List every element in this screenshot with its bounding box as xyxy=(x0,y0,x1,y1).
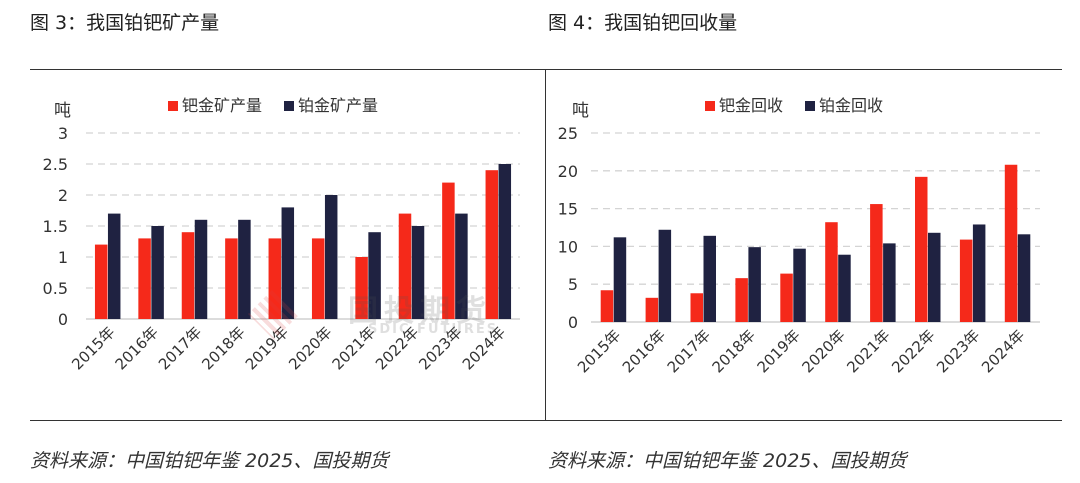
x-tick-label: 2022年 xyxy=(372,323,422,373)
x-tick-label: 2016年 xyxy=(619,326,669,376)
x-tick-label: 2017年 xyxy=(155,323,205,373)
legend-label: 钯金矿产量 xyxy=(182,96,262,115)
bar-platinum xyxy=(972,224,986,322)
y-tick-label: 0 xyxy=(568,313,578,332)
x-tick-label: 2015年 xyxy=(68,323,118,373)
bar-platinum xyxy=(281,207,295,319)
bar-palladium xyxy=(94,244,108,319)
bar-platinum xyxy=(928,232,941,322)
y-tick-label: 1.5 xyxy=(43,217,68,236)
bar-palladium xyxy=(268,238,282,319)
bar-palladium xyxy=(398,213,412,319)
bar-platinum xyxy=(613,237,627,322)
figure-4-source: 资料来源：中国铂钯年鉴 2025、国投期货 xyxy=(548,450,907,472)
legend-label: 铂金矿产量 xyxy=(298,96,378,115)
bar-platinum xyxy=(838,254,851,322)
bar-palladium xyxy=(311,238,325,319)
bar-palladium xyxy=(735,278,748,322)
y-tick-label: 10 xyxy=(558,237,578,256)
bar-palladium xyxy=(870,204,883,322)
legend-label: 钯金回收 xyxy=(719,96,783,115)
y-tick-label: 0 xyxy=(58,310,68,329)
bottom-rule xyxy=(30,420,1062,421)
x-tick-label: 2023年 xyxy=(933,326,983,376)
bar-palladium xyxy=(138,238,151,319)
bar-platinum xyxy=(107,213,121,319)
legend-swatch xyxy=(284,101,294,111)
y-tick-label: 2.5 xyxy=(43,155,68,174)
x-tick-label: 2021年 xyxy=(843,326,893,376)
x-tick-label: 2018年 xyxy=(709,326,759,376)
y-tick-label: 2 xyxy=(58,186,68,205)
bar-palladium xyxy=(959,239,973,322)
bar-platinum xyxy=(498,164,512,319)
x-tick-label: 2024年 xyxy=(978,326,1028,376)
bar-platinum xyxy=(411,226,425,319)
bar-platinum xyxy=(658,229,672,322)
bar-platinum xyxy=(748,247,761,322)
bar-palladium xyxy=(600,290,614,322)
bar-palladium xyxy=(825,222,838,322)
x-tick-label: 2021年 xyxy=(329,323,379,373)
y-tick-label: 15 xyxy=(558,200,578,219)
x-tick-label: 2018年 xyxy=(198,323,248,373)
bar-platinum xyxy=(793,248,806,322)
y-tick-label: 20 xyxy=(558,162,578,181)
x-tick-label: 2019年 xyxy=(754,326,804,376)
bar-palladium xyxy=(645,297,659,322)
top-rule xyxy=(30,69,1062,70)
x-tick-label: 2019年 xyxy=(242,323,292,373)
x-tick-label: 2020年 xyxy=(285,323,335,373)
panel-divider xyxy=(545,69,546,420)
bar-palladium xyxy=(780,273,793,322)
x-tick-label: 2022年 xyxy=(888,326,938,376)
bar-platinum xyxy=(1017,234,1031,322)
y-tick-label: 3 xyxy=(58,124,68,143)
y-axis-unit-label: 吨 xyxy=(54,101,71,121)
bar-palladium xyxy=(690,293,703,322)
figure-3-source: 资料来源：中国铂钯年鉴 2025、国投期货 xyxy=(30,450,389,472)
bar-palladium xyxy=(225,238,238,319)
x-tick-label: 2015年 xyxy=(574,326,624,376)
y-axis-unit-label: 吨 xyxy=(572,101,589,121)
legend-label: 铂金回收 xyxy=(819,96,883,115)
bar-palladium xyxy=(181,232,195,319)
bar-palladium xyxy=(485,170,499,319)
bar-platinum xyxy=(703,235,716,322)
y-tick-label: 5 xyxy=(568,275,578,294)
bar-platinum xyxy=(151,226,164,319)
y-tick-label: 0.5 xyxy=(43,279,68,298)
legend-swatch xyxy=(805,101,815,111)
y-tick-label: 1 xyxy=(58,248,68,267)
y-tick-label: 25 xyxy=(558,124,578,143)
figure-4-title: 图 4：我国铂钯回收量 xyxy=(548,12,738,34)
bar-platinum xyxy=(194,219,208,319)
bar-palladium xyxy=(1004,164,1018,322)
x-tick-label: 2016年 xyxy=(112,323,162,373)
bar-palladium xyxy=(355,257,368,319)
bar-palladium xyxy=(915,176,928,322)
bar-platinum xyxy=(883,243,896,322)
bar-platinum xyxy=(455,213,468,319)
figure-3-title: 图 3：我国铂钯矿产量 xyxy=(30,12,220,34)
legend-swatch xyxy=(168,101,178,111)
x-tick-label: 2023年 xyxy=(415,323,465,373)
x-tick-label: 2020年 xyxy=(798,326,848,376)
x-tick-label: 2017年 xyxy=(664,326,714,376)
x-tick-label: 2024年 xyxy=(459,323,509,373)
bar-platinum xyxy=(324,195,338,319)
bar-platinum xyxy=(238,219,251,319)
bar-platinum xyxy=(368,232,381,319)
bar-palladium xyxy=(442,182,455,319)
legend-swatch xyxy=(705,101,715,111)
